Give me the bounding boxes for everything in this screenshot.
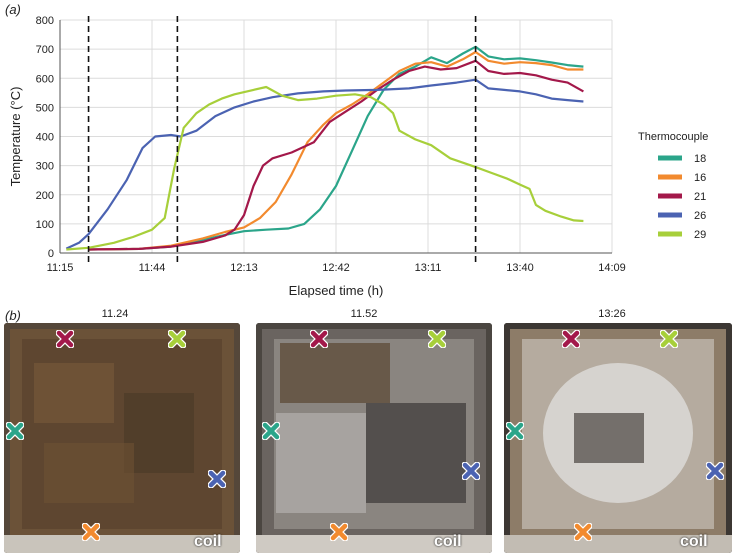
thermocouple-26-marker-icon bbox=[461, 461, 481, 481]
y-tick-label: 800 bbox=[36, 15, 54, 27]
thermocouple-18-marker-icon bbox=[5, 421, 25, 441]
temperature-chart: 0 100 200 300 400 500 600 700 800 11:15 11:44 12:13… bbox=[8, 15, 708, 298]
legend-title: Thermocouple bbox=[638, 131, 708, 143]
thermocouple-16-marker-icon bbox=[573, 522, 593, 542]
thermocouple-21-marker-icon bbox=[55, 329, 75, 349]
y-axis-title: Temperature (°C) bbox=[8, 87, 23, 187]
photo-2-caption: 11.52 bbox=[350, 308, 378, 320]
photo-3-image bbox=[504, 323, 732, 553]
photo-2: coil bbox=[256, 323, 492, 553]
thermocouple-26-marker-icon bbox=[207, 469, 227, 489]
y-tick-label: 0 bbox=[48, 248, 54, 260]
x-axis-title: Elapsed time (h) bbox=[289, 283, 384, 298]
series-line-29 bbox=[66, 85, 584, 251]
thermocouple-18-marker-icon bbox=[261, 421, 281, 441]
x-tick-label: 13:40 bbox=[506, 262, 534, 274]
thermocouple-29-marker-icon bbox=[167, 329, 187, 349]
thermocouple-26-marker-icon bbox=[705, 461, 725, 481]
y-tick-label: 600 bbox=[36, 73, 54, 85]
legend-label-26: 26 bbox=[694, 210, 706, 222]
panel-b-label: (b) bbox=[5, 308, 21, 323]
thermocouple-16-marker-icon bbox=[81, 522, 101, 542]
photo-1-image bbox=[4, 323, 240, 553]
thermocouple-21-marker-icon bbox=[309, 329, 329, 349]
photo-1-caption: 11.24 bbox=[101, 308, 129, 320]
thermocouple-21-marker-icon bbox=[561, 329, 581, 349]
x-tick-label: 12:42 bbox=[322, 262, 350, 274]
y-tick-label: 700 bbox=[36, 44, 54, 56]
x-tick-label: 12:13 bbox=[230, 262, 258, 274]
x-tick-label: 13:11 bbox=[415, 262, 442, 274]
thermocouple-29-marker-icon bbox=[427, 329, 447, 349]
coil-label-3: coil bbox=[680, 533, 708, 550]
y-tick-label: 500 bbox=[36, 102, 54, 114]
y-tick-label: 100 bbox=[36, 219, 54, 231]
y-tick-label: 200 bbox=[36, 190, 54, 202]
x-tick-label: 14:09 bbox=[598, 262, 626, 274]
y-tick-label: 400 bbox=[36, 132, 54, 144]
x-tick-label: 11:15 bbox=[47, 262, 74, 274]
photo-1: coil bbox=[4, 323, 240, 553]
legend-label-16: 16 bbox=[694, 172, 706, 184]
photo-3-caption: 13:26 bbox=[598, 308, 626, 320]
thermocouple-29-marker-icon bbox=[659, 329, 679, 349]
y-tick-label: 300 bbox=[36, 161, 54, 173]
panel-a-label: (a) bbox=[5, 2, 21, 17]
thermocouple-16-marker-icon bbox=[329, 522, 349, 542]
series-line-26 bbox=[65, 78, 584, 250]
x-tick-label: 11:44 bbox=[139, 262, 166, 274]
photo-2-image bbox=[256, 323, 492, 553]
legend-label-21: 21 bbox=[694, 191, 706, 203]
legend-label-18: 18 bbox=[694, 153, 706, 165]
legend-label-29: 29 bbox=[694, 229, 706, 241]
coil-label-2: coil bbox=[434, 533, 462, 550]
photo-3: coil bbox=[504, 323, 732, 553]
thermocouple-18-marker-icon bbox=[505, 421, 525, 441]
series-line-21 bbox=[88, 59, 584, 251]
coil-label-1: coil bbox=[194, 533, 222, 550]
